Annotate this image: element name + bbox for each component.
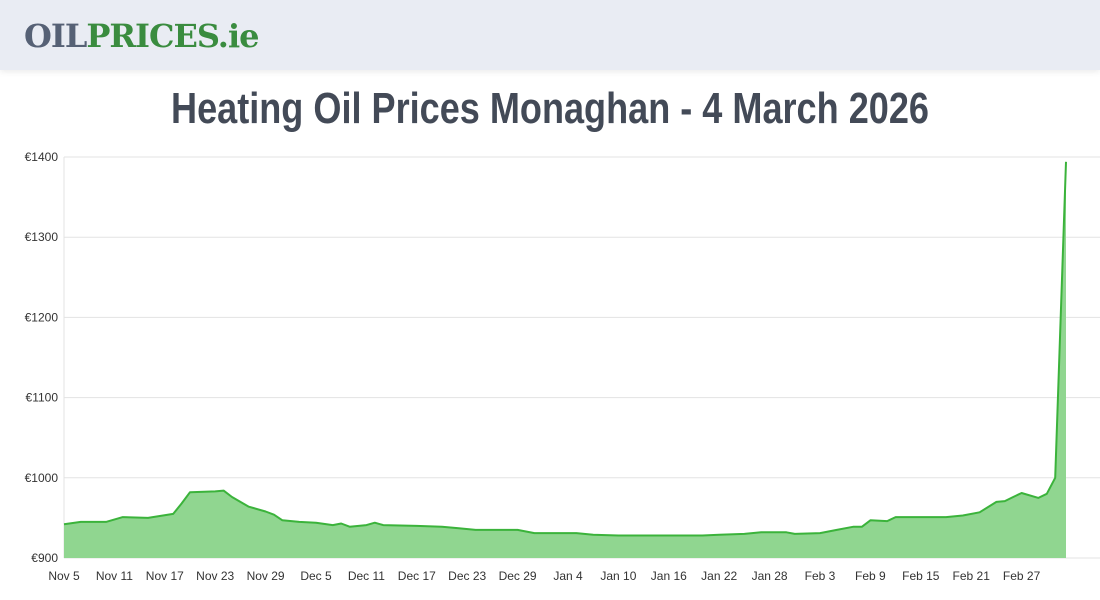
header-bar: OILPRICES.ie xyxy=(0,0,1100,70)
logo-oil: OIL xyxy=(24,17,87,55)
x-tick-label: Nov 5 xyxy=(48,569,80,583)
y-tick-label: €1000 xyxy=(25,471,59,485)
x-tick-label: Jan 10 xyxy=(600,569,636,583)
price-area xyxy=(64,161,1066,559)
y-tick-label: €1400 xyxy=(25,150,59,164)
x-tick-label: Jan 16 xyxy=(651,569,687,583)
x-tick-label: Feb 21 xyxy=(953,569,991,583)
x-tick-label: Nov 11 xyxy=(96,569,133,583)
x-tick-label: Dec 29 xyxy=(499,569,537,583)
y-tick-label: €1200 xyxy=(25,310,59,324)
x-tick-label: Feb 9 xyxy=(855,569,886,583)
x-tick-label: Dec 23 xyxy=(448,569,486,583)
x-tick-label: Feb 27 xyxy=(1003,569,1041,583)
x-tick-label: Nov 23 xyxy=(196,569,234,583)
price-line xyxy=(63,161,1067,537)
x-tick-label: Jan 22 xyxy=(701,569,737,583)
x-tick-label: Dec 5 xyxy=(300,569,332,583)
logo-prices: PRICES.ie xyxy=(86,17,259,55)
site-logo[interactable]: OILPRICES.ie xyxy=(24,16,259,56)
x-tick-label: Feb 15 xyxy=(902,569,940,583)
x-tick-label: Feb 3 xyxy=(805,569,836,583)
x-tick-label: Dec 11 xyxy=(348,569,385,583)
x-tick-label: Jan 28 xyxy=(752,569,788,583)
x-tick-label: Nov 17 xyxy=(146,569,184,583)
y-tick-label: €1300 xyxy=(25,230,59,244)
y-tick-label: €900 xyxy=(31,551,58,565)
page-title: Heating Oil Prices Monaghan - 4 March 20… xyxy=(171,84,929,133)
x-tick-label: Dec 17 xyxy=(398,569,436,583)
x-tick-label: Nov 29 xyxy=(247,569,285,583)
x-tick-label: Jan 4 xyxy=(553,569,583,583)
y-tick-label: €1100 xyxy=(26,391,59,405)
